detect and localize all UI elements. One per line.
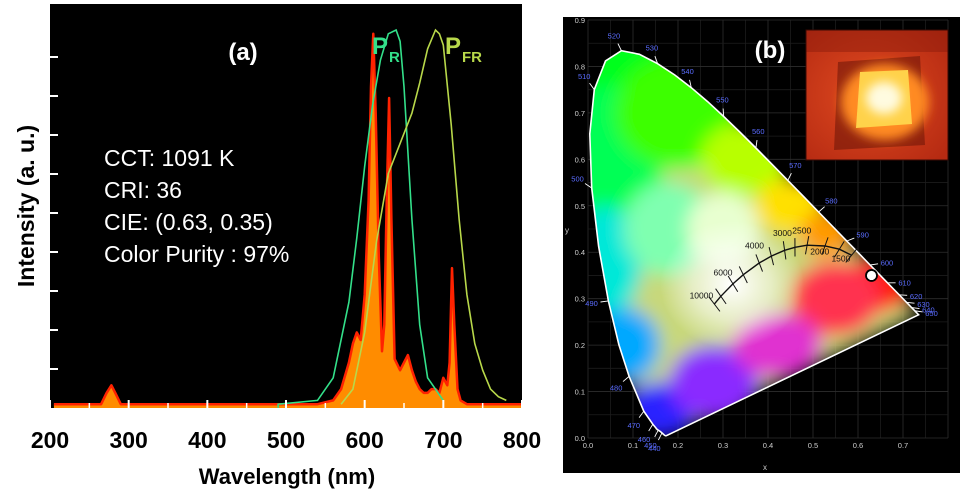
- wavelength-label: 530: [646, 44, 659, 53]
- wavelength-label: 570: [789, 161, 802, 170]
- panel-b-x-tick-label: 0.2: [673, 441, 683, 450]
- x-tick-label: 500: [267, 427, 305, 453]
- panel-b-y-tick-label: 0.3: [575, 295, 585, 304]
- panel-b-y-tick-label: 0.0: [575, 434, 585, 443]
- cct-label: 2000: [810, 247, 829, 257]
- wavelength-label: 500: [571, 174, 584, 183]
- x-tick-label: 800: [503, 427, 541, 453]
- panel-b-x-axis-label: x: [763, 463, 767, 472]
- wavelength-label: 460: [638, 435, 651, 444]
- panel-b-x-tick-label: 0.5: [808, 441, 818, 450]
- panel-b-y-tick-label: 0.5: [575, 202, 585, 211]
- wavelength-label: 600: [881, 259, 894, 268]
- cct-label: 1500: [831, 254, 850, 264]
- annotation-cie: CIE: (0.63, 0.35): [104, 209, 273, 235]
- device-photo-inset: [806, 30, 948, 160]
- panel-b-x-tick-label: 0.7: [898, 441, 908, 450]
- cct-label: 4000: [745, 241, 764, 251]
- x-tick-label: 200: [31, 427, 69, 453]
- panel-a: (a) P R P FR CCT: 1091 K CRI: 36 CIE: (0…: [13, 4, 541, 489]
- panel-b-y-tick-label: 0.1: [575, 388, 585, 397]
- annotation-color-purity: Color Purity : 97%: [104, 241, 289, 267]
- wavelength-label: 480: [610, 383, 623, 392]
- wavelength-label: 650: [925, 309, 938, 318]
- panel-b-y-tick-label: 0.9: [575, 16, 585, 25]
- wavelength-label: 470: [628, 421, 641, 430]
- pfr-label-sub: FR: [462, 49, 482, 66]
- cct-label: 6000: [714, 267, 733, 277]
- wavelength-label: 590: [856, 231, 869, 240]
- panel-b-x-tick-label: 0.6: [853, 441, 863, 450]
- panel-b-x-tick-label: 0.3: [718, 441, 728, 450]
- annotation-cct: CCT: 1091 K: [104, 145, 235, 171]
- panel-b-y-tick-label: 0.4: [575, 248, 585, 257]
- wavelength-label: 560: [752, 127, 765, 136]
- wavelength-label: 520: [608, 31, 621, 40]
- panel-a-label: (a): [228, 39, 257, 66]
- panel-b: 4404504604704804905005105205305405505605…: [552, 1, 960, 473]
- wavelength-label: 540: [681, 67, 694, 76]
- panel-b-y-tick-label: 0.8: [575, 62, 585, 71]
- cct-label: 10000: [690, 291, 714, 301]
- annotation-cri: CRI: 36: [104, 177, 182, 203]
- panel-a-x-axis-label: Wavelength (nm): [199, 464, 375, 489]
- panel-b-y-tick-label: 0.2: [575, 341, 585, 350]
- panel-b-y-axis-label: y: [565, 226, 569, 235]
- panel-a-y-axis-label: Intensity (a. u.): [13, 125, 39, 287]
- wavelength-tick: [723, 108, 724, 116]
- panel-b-y-tick-label: 0.7: [575, 109, 585, 118]
- panel-a-x-tick-labels: 200 300 400 500 600 700 800: [31, 427, 541, 453]
- wavelength-label: 490: [585, 299, 598, 308]
- panel-b-x-tick-label: 0.4: [763, 441, 773, 450]
- panel-b-x-tick-label: 0.1: [628, 441, 638, 450]
- pfr-label-main: P: [445, 33, 461, 60]
- x-tick-label: 600: [345, 427, 383, 453]
- x-tick-label: 700: [424, 427, 462, 453]
- wavelength-label: 550: [716, 96, 729, 105]
- x-tick-label: 400: [188, 427, 226, 453]
- panel-b-y-tick-label: 0.6: [575, 155, 585, 164]
- wavelength-label: 580: [825, 197, 838, 206]
- x-tick-label: 300: [109, 427, 147, 453]
- panel-b-label: (b): [755, 37, 786, 64]
- cie-coordinate-point: [866, 270, 877, 281]
- pr-label-sub: R: [389, 49, 400, 66]
- wavelength-label: 510: [578, 72, 591, 81]
- pr-label-main: P: [372, 33, 388, 60]
- wavelength-label: 610: [898, 279, 911, 288]
- cct-label: 2500: [792, 226, 811, 236]
- cct-label: 3000: [773, 228, 792, 238]
